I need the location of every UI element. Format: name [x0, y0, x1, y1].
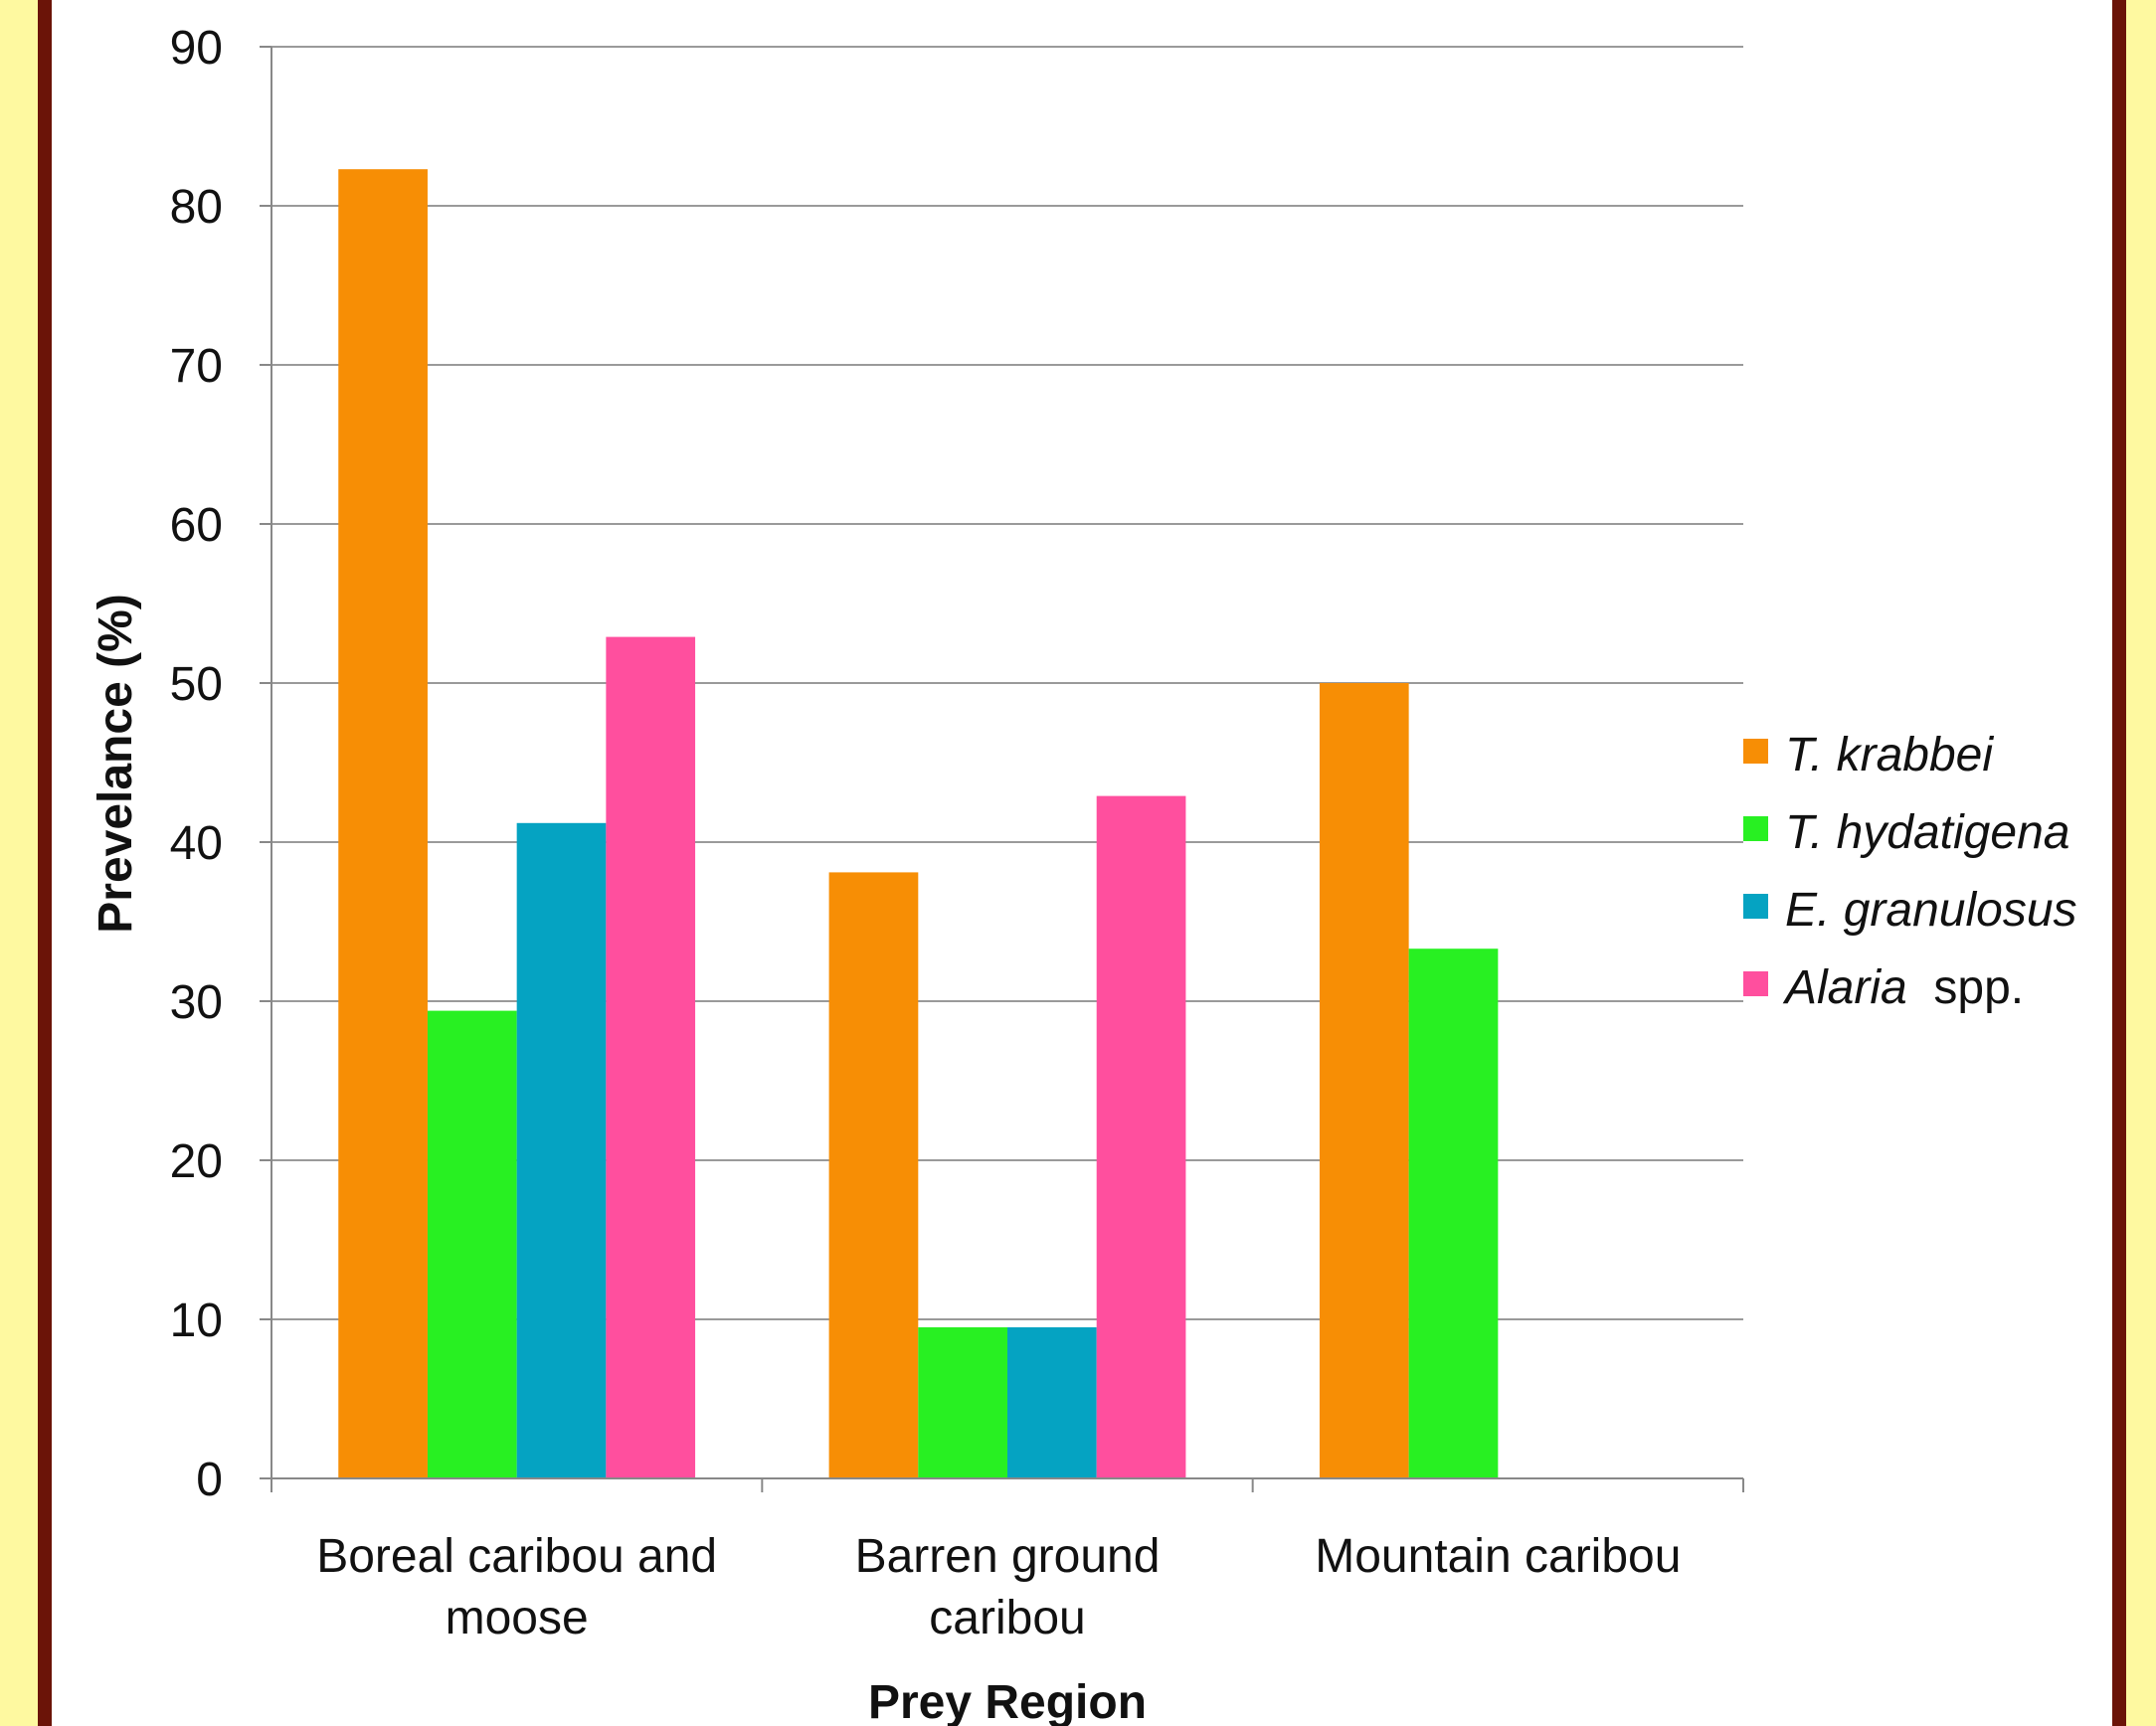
- legend-swatch: [1743, 971, 1768, 996]
- category-label: Barren ground caribou: [855, 1530, 1161, 1644]
- legend-swatch: [1743, 894, 1768, 919]
- left-border: [38, 0, 52, 1726]
- right-border: [2112, 0, 2126, 1726]
- bar: [606, 636, 696, 1478]
- category-labels: Boreal caribou and moose Barren ground cari…: [316, 1530, 1681, 1644]
- bar: [516, 822, 607, 1478]
- bars: [338, 169, 1499, 1479]
- legend-label: Alaria spp.: [1782, 961, 2024, 1014]
- y-tick-label: 30: [170, 976, 223, 1029]
- bar: [338, 169, 428, 1479]
- y-tick-label: 50: [170, 658, 223, 711]
- legend-label: T. hydatigena: [1785, 806, 2069, 859]
- y-tick-label: 60: [170, 499, 223, 552]
- y-tick-label: 90: [170, 22, 223, 75]
- y-tick-labels: 0 10 20 30 40 50 60 70 80 90: [170, 22, 271, 1506]
- bar: [427, 1010, 517, 1478]
- y-tick-label: 20: [170, 1135, 223, 1188]
- bar: [1319, 683, 1409, 1478]
- y-tick-label: 80: [170, 181, 223, 234]
- legend-swatch: [1743, 739, 1768, 764]
- legend-label: E. granulosus: [1785, 884, 2077, 937]
- y-tick-label: 10: [170, 1294, 223, 1347]
- y-axis-title: Prevelance (%): [90, 594, 142, 934]
- x-axis-title: Prey Region: [868, 1676, 1147, 1726]
- legend-label: T. krabbei: [1785, 729, 1994, 781]
- y-tick-label: 40: [170, 817, 223, 870]
- axes: [270, 47, 1744, 1492]
- bar: [918, 1327, 1007, 1478]
- bar: [1408, 949, 1499, 1478]
- bar: [1096, 795, 1186, 1478]
- legend-swatch: [1743, 816, 1768, 841]
- bar: [828, 872, 919, 1478]
- y-tick-label: 70: [170, 340, 223, 393]
- y-tick-label: 0: [196, 1454, 223, 1506]
- legend: T. krabbei T. hydatigena E. granulosus Alar…: [1743, 729, 2077, 1014]
- bar: [1007, 1327, 1097, 1478]
- category-label: Mountain caribou: [1315, 1530, 1681, 1583]
- category-label: Boreal caribou and moose: [316, 1530, 717, 1644]
